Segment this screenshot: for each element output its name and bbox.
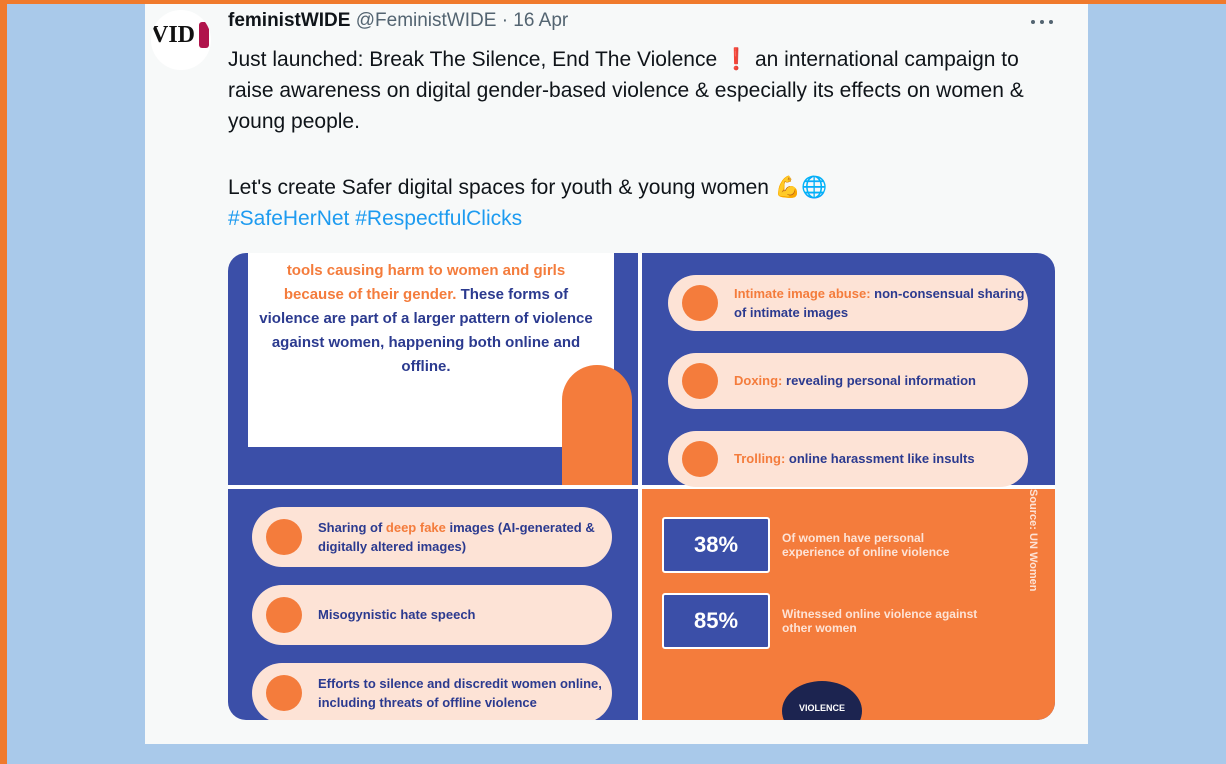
tweet-text-2: Let's create Safer digital spaces for yo… xyxy=(228,172,1063,203)
source: Source: UN Women xyxy=(1027,489,1039,591)
form-pill: Sharing of deep fake images (AI-generate… xyxy=(252,507,612,567)
hashtags: #SafeHerNet #RespectfulClicks xyxy=(228,203,522,234)
frame-left xyxy=(0,0,7,764)
badge: VIOLENCE xyxy=(782,681,862,720)
stat-desc: Witnessed online violence against other … xyxy=(782,607,982,635)
form-pill: Intimate image abuse: non-consensual sha… xyxy=(668,275,1028,331)
form-desc: Misogynistic hate speech xyxy=(318,605,476,625)
silhouette xyxy=(562,365,632,485)
author[interactable]: feministWIDE xyxy=(228,10,350,31)
form-pill: Efforts to silence and discredit women o… xyxy=(252,663,612,720)
page: VID feministWIDE @FeministWIDE · 16 Apr … xyxy=(0,0,1226,764)
infographic[interactable]: tools causing harm to women and girls be… xyxy=(228,253,1055,720)
stats-panel: 38% Of women have personal experience of… xyxy=(642,489,1055,720)
form-term: Doxing: xyxy=(734,373,782,388)
tweet-text: Just launched: Break The Silence, End Th… xyxy=(228,44,1063,137)
handle-date[interactable]: @FeministWIDE · 16 Apr xyxy=(356,10,569,31)
form-term: Intimate image abuse: xyxy=(734,286,871,301)
stat-value: 85% xyxy=(662,593,770,649)
more-menu[interactable] xyxy=(1029,18,1055,26)
form-desc: online harassment like insults xyxy=(789,451,975,466)
avatar-logo xyxy=(199,22,209,48)
form-pill: Trolling: online harassment like insults xyxy=(668,431,1028,487)
form-term: Trolling: xyxy=(734,451,785,466)
tweet-header: feministWIDE @FeministWIDE · 16 Apr xyxy=(228,10,568,32)
stat-desc: Of women have personal experience of onl… xyxy=(782,531,982,559)
hashtag[interactable]: #RespectfulClicks xyxy=(355,207,522,230)
tweet-card[interactable]: VID feministWIDE @FeministWIDE · 16 Apr … xyxy=(145,4,1088,744)
form-pill: Doxing: revealing personal information xyxy=(668,353,1028,409)
intro-text: tools causing harm to women and girls be… xyxy=(256,259,596,379)
form-desc: Sharing of xyxy=(318,520,382,535)
form-pill: Misogynistic hate speech xyxy=(252,585,612,645)
avatar[interactable]: VID xyxy=(151,10,211,70)
stat-value: 38% xyxy=(662,517,770,573)
form-desc: Efforts to silence and discredit women o… xyxy=(318,674,612,713)
form-term: deep fake xyxy=(386,520,446,535)
avatar-text: VID xyxy=(151,22,195,49)
hashtag[interactable]: #SafeHerNet xyxy=(228,207,349,230)
form-desc: revealing personal information xyxy=(786,373,976,388)
